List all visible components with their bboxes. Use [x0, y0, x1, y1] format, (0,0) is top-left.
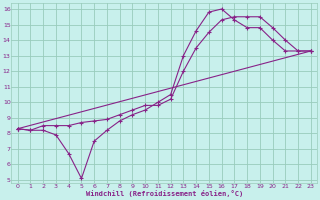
X-axis label: Windchill (Refroidissement éolien,°C): Windchill (Refroidissement éolien,°C) [86, 190, 243, 197]
